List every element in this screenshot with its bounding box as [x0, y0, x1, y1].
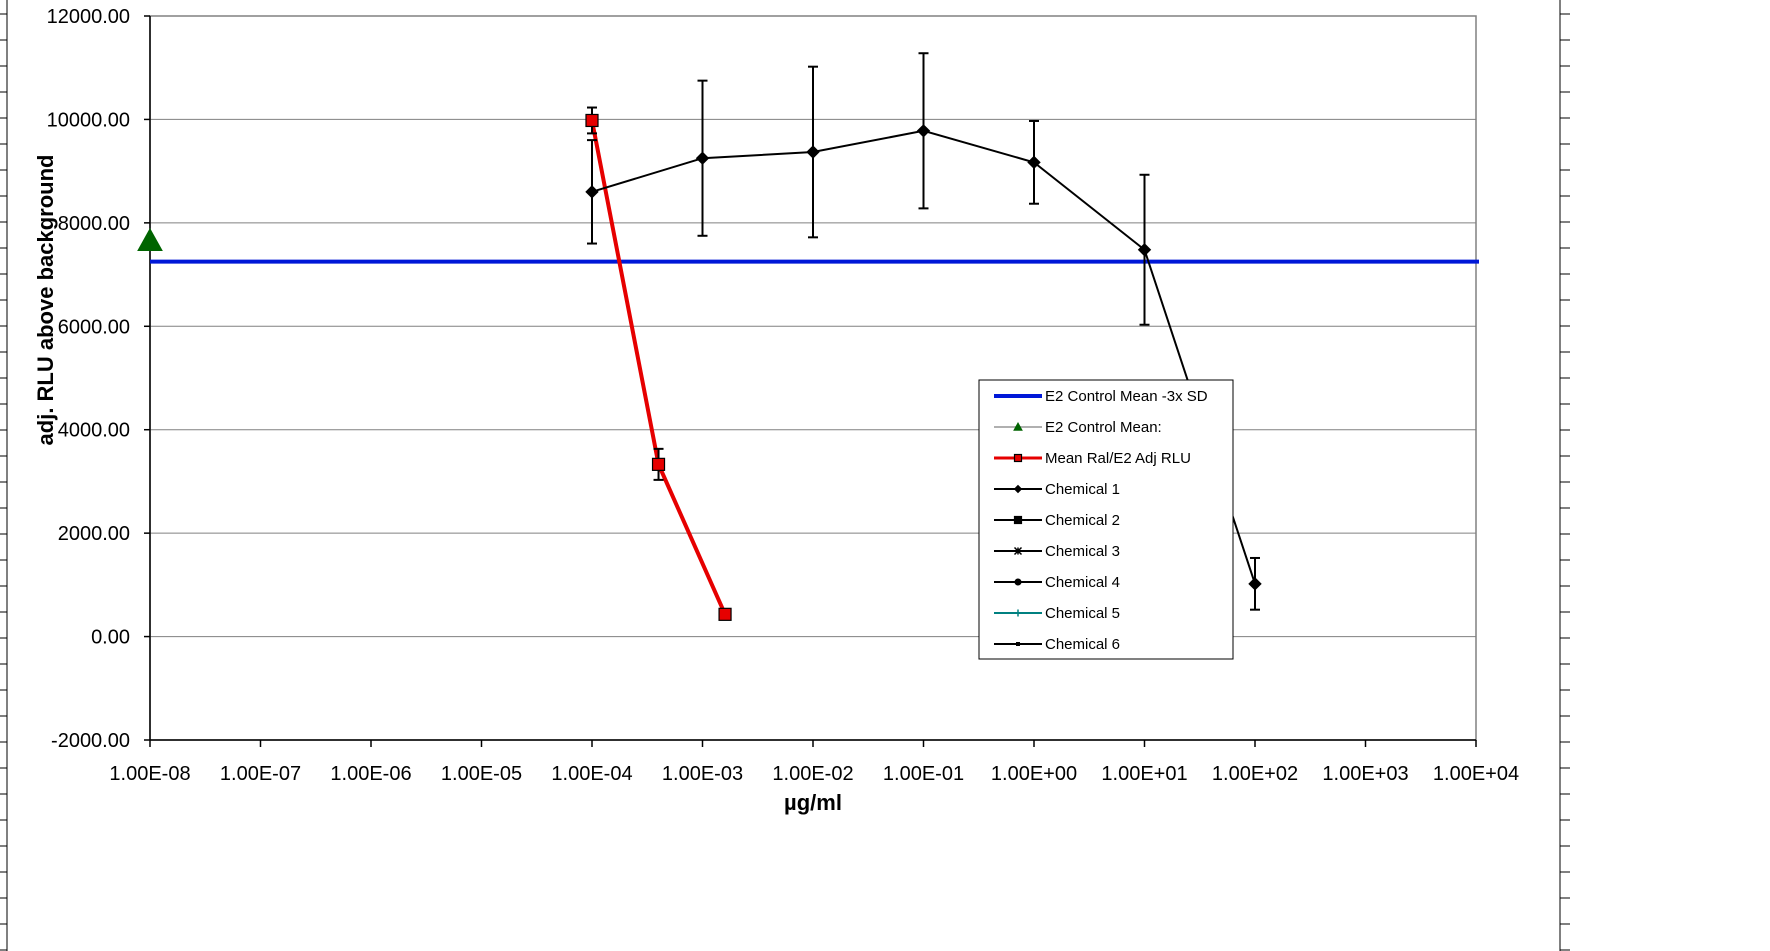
legend-label: Chemical 1: [1045, 481, 1120, 498]
y-tick-label: 10000.00: [47, 109, 130, 131]
legend-marker: [1016, 642, 1020, 646]
x-tick-label: 1.00E+00: [991, 763, 1077, 785]
x-axis: 1.00E-08 1.00E-07 1.00E-06 1.00E-05 1.00E-04…: [109, 16, 1519, 785]
legend-item: Chemical 5: [994, 605, 1120, 622]
x-tick-label: 1.00E-05: [441, 763, 522, 785]
y-tick-label: 6000.00: [58, 316, 130, 338]
x-axis-title: µg/ml: [784, 790, 842, 815]
data-point: [1137, 243, 1152, 257]
legend-item: Chemical 2: [994, 512, 1120, 529]
legend-label: Chemical 6: [1045, 636, 1120, 653]
legend-item: Chemical 6: [994, 636, 1120, 653]
left-edge-marks: [0, 0, 8, 951]
legend-label: E2 Control Mean:: [1045, 419, 1162, 436]
legend-label: E2 Control Mean -3x SD: [1045, 388, 1208, 405]
legend-marker: [1014, 578, 1022, 586]
y-tick-label: 12000.00: [47, 6, 130, 28]
legend: E2 Control Mean -3x SD E2 Control Mean: Me…: [978, 379, 1234, 660]
data-point: [695, 151, 710, 165]
legend-label: Chemical 4: [1045, 574, 1120, 591]
y-tick-label: -2000.00: [51, 730, 130, 752]
legend-label: Mean Ral/E2 Adj RLU: [1045, 450, 1191, 467]
data-point: [916, 124, 931, 138]
series-2: [585, 106, 732, 621]
series-3: [585, 52, 1262, 611]
data-point: [585, 113, 599, 128]
y-tick-label: 4000.00: [58, 420, 130, 442]
series-1: [137, 227, 163, 252]
data-point: [1248, 577, 1262, 591]
legend-item: E2 Control Mean:: [994, 419, 1162, 436]
gridlines: [150, 118, 1476, 638]
x-tick-label: 1.00E-06: [330, 763, 411, 785]
x-tick-label: 1.00E-02: [772, 763, 853, 785]
legend-label: Chemical 5: [1045, 605, 1120, 622]
data-point: [651, 457, 666, 471]
legend-item: E2 Control Mean -3x SD: [994, 388, 1208, 405]
x-tick-label: 1.00E+03: [1322, 763, 1408, 785]
y-axis: 12000.00 10000.00 8000.00 6000.00 4000.00 200…: [47, 6, 150, 752]
y-axis-title: adj. RLU above background: [33, 155, 58, 446]
series-layer: [137, 52, 1479, 621]
x-tick-label: 1.00E-07: [220, 763, 301, 785]
data-point: [1027, 155, 1041, 170]
series-line: [590, 120, 727, 616]
x-tick-label: 1.00E+02: [1212, 763, 1298, 785]
legend-marker: [1013, 453, 1023, 463]
legend-marker: [1013, 421, 1023, 431]
legend-marker: [1013, 484, 1023, 494]
y-tick-label: 0.00: [91, 627, 130, 649]
right-edge-marks: [1559, 0, 1570, 951]
legend-marker: [1014, 609, 1022, 617]
y-tick-label: 8000.00: [58, 213, 130, 235]
data-point: [718, 607, 732, 621]
x-tick-label: 1.00E+04: [1433, 763, 1519, 785]
y-tick-label: 2000.00: [58, 523, 130, 545]
legend-marker: [1013, 515, 1023, 525]
x-tick-label: 1.00E-01: [883, 763, 964, 785]
x-tick-label: 1.00E-04: [551, 763, 632, 785]
legend-item: Chemical 4: [994, 574, 1120, 591]
data-point: [585, 185, 599, 199]
x-tick-label: 1.00E-08: [109, 763, 190, 785]
legend-item: Mean Ral/E2 Adj RLU: [994, 450, 1191, 467]
legend-label: Chemical 2: [1045, 512, 1120, 529]
legend-item: Chemical 1: [994, 481, 1120, 498]
legend-label: Chemical 3: [1045, 543, 1120, 560]
x-tick-label: 1.00E+01: [1101, 763, 1187, 785]
data-point: [137, 227, 163, 252]
x-tick-label: 1.00E-03: [662, 763, 743, 785]
legend-marker: [1013, 546, 1023, 556]
legend-item: Chemical 3: [994, 543, 1120, 560]
data-point: [806, 145, 820, 159]
